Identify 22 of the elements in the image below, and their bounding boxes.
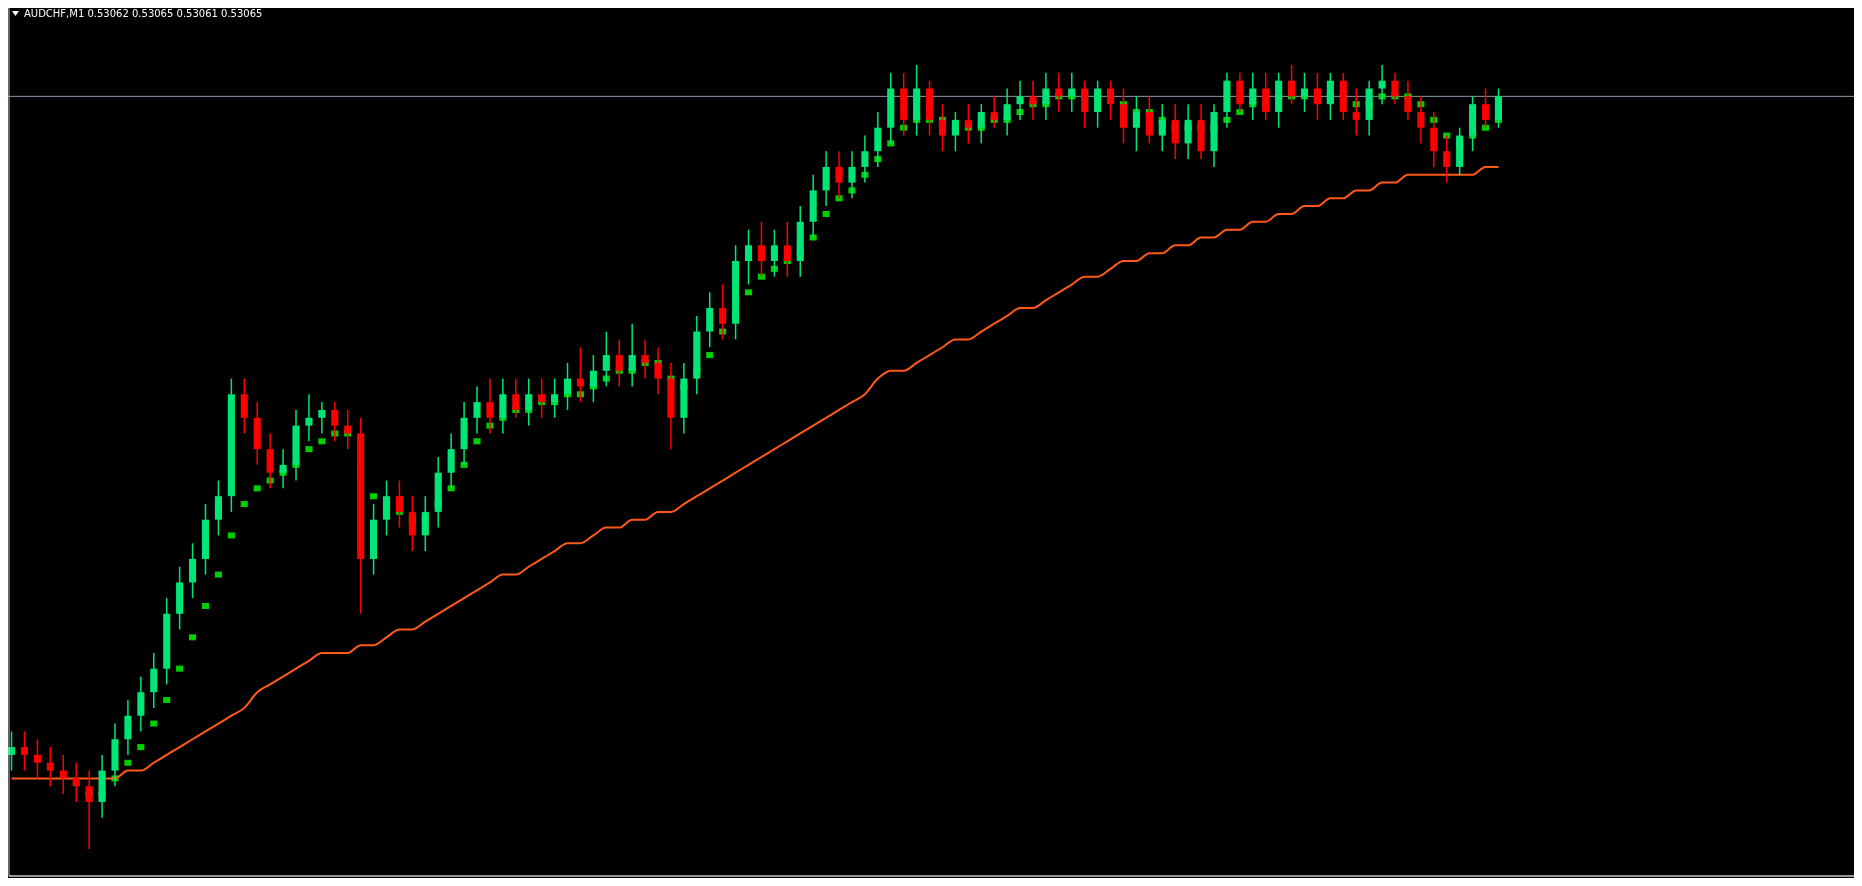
- candlestick: [1481, 87, 1490, 129]
- candlestick: [1236, 72, 1244, 113]
- candlestick: [20, 730, 29, 772]
- candlestick: [189, 542, 197, 599]
- candlestick: [214, 479, 222, 537]
- chart-title: AUDCHF,M1 0.53062 0.53065 0.53061 0.53065: [24, 8, 263, 19]
- candlestick: [822, 150, 830, 207]
- candlestick: [137, 675, 145, 733]
- candlestick: [240, 377, 248, 435]
- candlestick: [835, 150, 843, 200]
- candlestick: [46, 746, 54, 788]
- candlestick: [33, 738, 41, 780]
- candlestick: [473, 385, 481, 435]
- candlestick: [124, 699, 132, 756]
- candlestick: [150, 652, 158, 709]
- candlestick: [706, 291, 714, 348]
- candlestick: [744, 228, 753, 286]
- candlestick: [305, 393, 313, 443]
- candlestick: [318, 401, 326, 435]
- candlestick: [1443, 134, 1451, 184]
- candlestick: [72, 762, 80, 803]
- candlestick: [757, 221, 766, 278]
